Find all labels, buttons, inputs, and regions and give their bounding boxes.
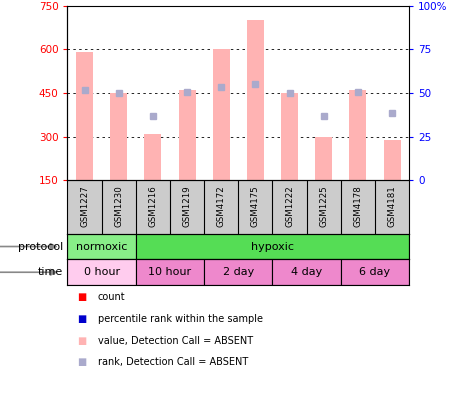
Bar [136, 259, 204, 285]
Bar [179, 90, 196, 180]
Bar [213, 50, 230, 180]
Bar [349, 90, 366, 180]
Text: GSM4172: GSM4172 [217, 185, 226, 227]
Bar [136, 234, 409, 259]
Text: rank, Detection Call = ABSENT: rank, Detection Call = ABSENT [98, 357, 248, 367]
Bar [341, 259, 409, 285]
Bar [281, 93, 298, 180]
Text: GSM4181: GSM4181 [388, 185, 397, 227]
Text: ■: ■ [77, 314, 86, 324]
Text: time: time [38, 267, 63, 277]
Bar [204, 259, 272, 285]
Text: 2 day: 2 day [223, 267, 254, 277]
Text: percentile rank within the sample: percentile rank within the sample [98, 314, 263, 324]
Text: 10 hour: 10 hour [148, 267, 192, 277]
Bar [144, 134, 161, 180]
Bar [67, 234, 136, 259]
Text: 4 day: 4 day [291, 267, 322, 277]
Bar [272, 259, 341, 285]
Text: GSM4175: GSM4175 [251, 185, 260, 227]
Bar [67, 259, 136, 285]
Text: GSM1222: GSM1222 [285, 185, 294, 227]
Text: GSM1225: GSM1225 [319, 185, 328, 227]
Bar [315, 137, 332, 180]
Text: GSM1227: GSM1227 [80, 185, 89, 227]
Text: GSM1216: GSM1216 [148, 185, 157, 227]
Text: ■: ■ [77, 335, 86, 346]
Text: 6 day: 6 day [359, 267, 391, 277]
Text: ■: ■ [77, 357, 86, 367]
Bar [110, 93, 127, 180]
Text: ■: ■ [77, 292, 86, 302]
Text: GSM1219: GSM1219 [183, 185, 192, 227]
Text: value, Detection Call = ABSENT: value, Detection Call = ABSENT [98, 335, 253, 346]
Text: normoxic: normoxic [76, 242, 127, 251]
Bar [247, 21, 264, 180]
Bar [76, 52, 93, 180]
Bar [384, 139, 401, 180]
Text: 0 hour: 0 hour [84, 267, 120, 277]
Text: GSM1230: GSM1230 [114, 185, 123, 227]
Text: protocol: protocol [18, 242, 63, 251]
Text: count: count [98, 292, 125, 302]
Text: GSM4178: GSM4178 [353, 185, 362, 227]
Text: hypoxic: hypoxic [251, 242, 294, 251]
